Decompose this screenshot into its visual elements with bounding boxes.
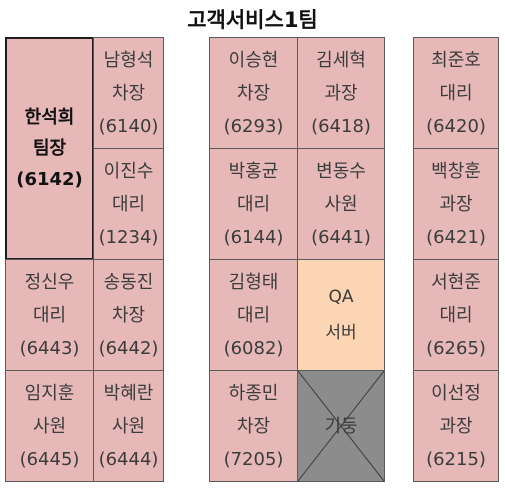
seat-title: 사원 xyxy=(32,415,67,437)
seat-ext: (1234) xyxy=(98,226,159,248)
seat-title: 대리 xyxy=(32,304,67,326)
seat-ext: (6421) xyxy=(426,226,486,248)
seat-ext: (6293) xyxy=(223,115,284,137)
pillar-cross-icon xyxy=(298,371,384,481)
seat-jung[interactable]: 정신우 대리 (6443) xyxy=(5,259,94,371)
seat-name: 한석희 xyxy=(24,107,75,128)
seat-name: 박혜란 xyxy=(103,382,154,404)
seat-ext: (6418) xyxy=(311,115,371,137)
seat-lim[interactable]: 임지훈 사원 (6445) xyxy=(5,370,94,482)
pillar-label: 기둥 xyxy=(324,415,358,437)
seat-title: 대리 xyxy=(236,193,271,215)
seat-name: 이승현 xyxy=(228,49,279,71)
seat-name: 김세혁 xyxy=(316,49,366,71)
seat-title: 대리 xyxy=(439,304,473,326)
seat-ext: (6442) xyxy=(98,337,159,359)
seat-title: 차장 xyxy=(236,415,271,437)
seat-ext: (6444) xyxy=(98,448,159,470)
seat-seo[interactable]: 서현준 대리 (6265) xyxy=(413,259,499,371)
seat-kim-sh[interactable]: 김세혁 과장 (6418) xyxy=(297,37,385,149)
seat-title: 차장 xyxy=(111,304,146,326)
seat-name: 송동진 xyxy=(103,271,154,293)
seat-song[interactable]: 송동진 차장 (6442) xyxy=(93,259,164,371)
seat-lee-sj[interactable]: 이선정 과장 (6215) xyxy=(413,370,499,482)
seat-ext: (6443) xyxy=(19,337,80,359)
qa-server[interactable]: QA 서버 xyxy=(297,259,385,371)
seat-ext: (6142) xyxy=(16,169,83,190)
seat-ext: (6140) xyxy=(98,115,159,137)
seat-ext: (6420) xyxy=(426,115,486,137)
seat-title: 대리 xyxy=(111,193,146,215)
seat-choi[interactable]: 최준호 대리 (6420) xyxy=(413,37,499,149)
seat-team-leader[interactable]: 한석희 팀장 (6142) xyxy=(5,37,94,260)
seat-ext: (6082) xyxy=(223,337,284,359)
qa-label: QA xyxy=(328,287,354,307)
page-title: 고객서비스1팀 xyxy=(187,8,318,32)
seat-ext: (6265) xyxy=(426,337,486,359)
seat-name: 서현준 xyxy=(431,271,481,293)
server-label: 서버 xyxy=(325,323,357,343)
seat-title: 팀장 xyxy=(32,138,67,159)
seat-ext: (6144) xyxy=(223,226,284,248)
seat-name: 최준호 xyxy=(431,49,481,71)
seat-name: 박홍균 xyxy=(228,160,279,182)
seat-name: 김형태 xyxy=(228,271,279,293)
seat-ext: (7205) xyxy=(223,448,284,470)
seat-title: 대리 xyxy=(439,82,473,104)
seat-title: 과장 xyxy=(439,415,473,437)
seat-name: 이진수 xyxy=(103,160,154,182)
seat-title: 차장 xyxy=(111,82,146,104)
seat-name: 하종민 xyxy=(228,382,279,404)
seat-name: 남형석 xyxy=(103,49,154,71)
seat-title: 사원 xyxy=(111,415,146,437)
seat-park-hr[interactable]: 박혜란 사원 (6444) xyxy=(93,370,164,482)
seat-title: 과장 xyxy=(324,82,358,104)
seat-name: 정신우 xyxy=(24,271,75,293)
seat-kim-ht[interactable]: 김형태 대리 (6082) xyxy=(209,259,298,371)
seat-baek[interactable]: 백창훈 과장 (6421) xyxy=(413,148,499,260)
seat-name: 임지훈 xyxy=(24,382,75,404)
seat-title: 차장 xyxy=(236,82,271,104)
seat-ha[interactable]: 하종민 차장 (7205) xyxy=(209,370,298,482)
seat-lee-sh[interactable]: 이승현 차장 (6293) xyxy=(209,37,298,149)
seat-lee-js[interactable]: 이진수 대리 (1234) xyxy=(93,148,164,260)
seat-ext: (6445) xyxy=(19,448,80,470)
seat-title: 과장 xyxy=(439,193,473,215)
seat-name: 백창훈 xyxy=(431,160,481,182)
seat-byun[interactable]: 변동수 사원 (6441) xyxy=(297,148,385,260)
seat-ext: (6215) xyxy=(426,448,486,470)
seat-title: 대리 xyxy=(236,304,271,326)
seat-name: 이선정 xyxy=(431,382,481,404)
seat-ext: (6441) xyxy=(311,226,371,248)
seat-park-hg[interactable]: 박홍균 대리 (6144) xyxy=(209,148,298,260)
seat-name: 변동수 xyxy=(316,160,366,182)
pillar: 기둥 xyxy=(297,370,385,482)
seat-title: 사원 xyxy=(324,193,358,215)
seat-nam[interactable]: 남형석 차장 (6140) xyxy=(93,37,164,149)
